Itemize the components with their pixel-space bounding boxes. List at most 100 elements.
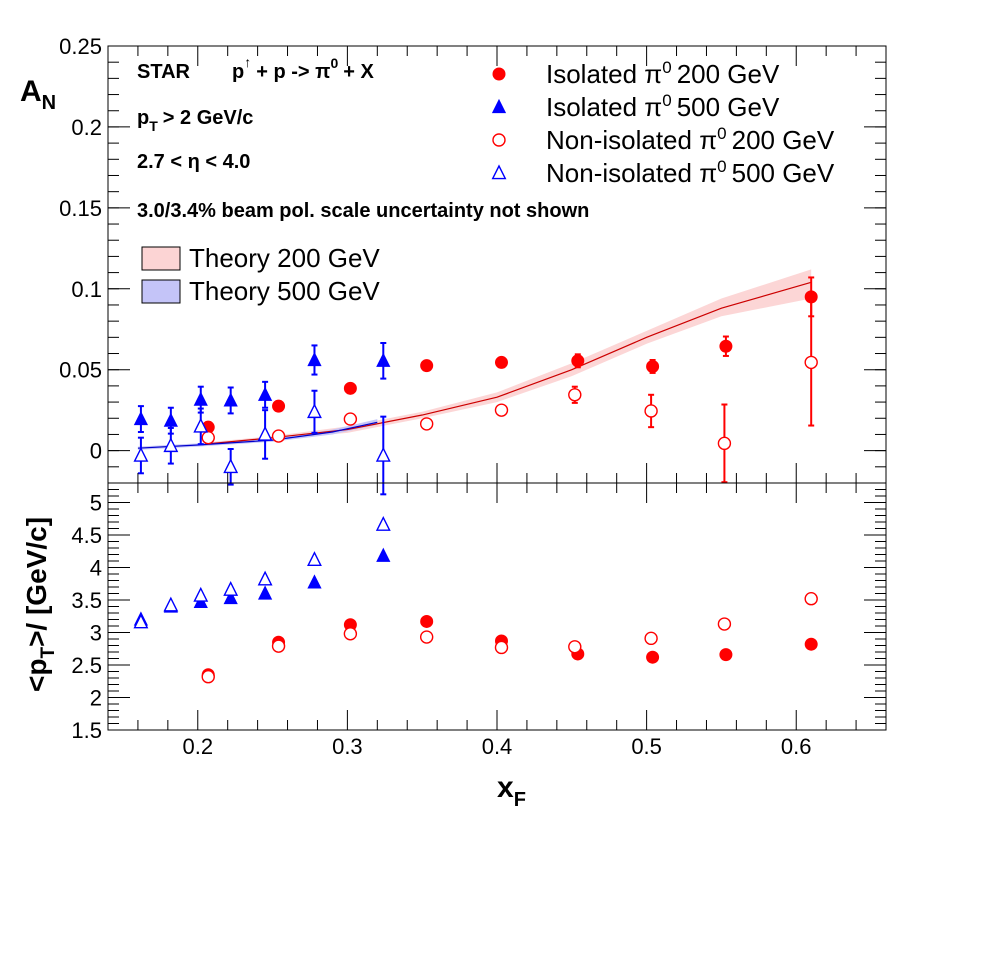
mean-pt-point xyxy=(804,637,818,651)
y-tick-label: 0.2 xyxy=(71,115,102,140)
data-point xyxy=(376,352,391,367)
data-point xyxy=(201,430,215,445)
asymmetry-data-points xyxy=(133,276,818,496)
data-point xyxy=(717,436,732,451)
mean-pt-point xyxy=(804,592,818,606)
mean-pt-point xyxy=(163,596,179,612)
theory-legend-label: Theory 500 GeV xyxy=(189,276,380,306)
x-tick-label: 0.4 xyxy=(482,734,513,759)
data-point xyxy=(494,403,509,417)
legend-label: Isolated π0 200 GeV xyxy=(546,58,780,89)
x-tick-label: 0.5 xyxy=(631,734,662,759)
theory-line xyxy=(137,421,378,449)
legend-label: Isolated π0 500 GeV xyxy=(546,91,780,122)
y-tick-label: 1.5 xyxy=(71,718,102,743)
mean-pt-point xyxy=(133,613,149,629)
legend-marker xyxy=(491,98,507,114)
data-point xyxy=(163,412,178,427)
reaction-label: p↑ + p -> π0 + X xyxy=(232,54,374,83)
legend-label: Non-isolated π0 500 GeV xyxy=(546,157,835,188)
x-axis-label: xF xyxy=(497,771,526,811)
asymmetry-panel: 0 0.05 0.1 0.15 0.2 0.25 AN STAR p↑ + p -> π0 +… xyxy=(20,34,887,496)
mean-pt-point xyxy=(717,617,732,631)
mean-pt-point xyxy=(223,581,239,596)
y-tick-label: 0.15 xyxy=(59,196,102,221)
annotation-block: STAR p↑ + p -> π0 + X pT > 2 GeV/c 2.7 < η … xyxy=(137,54,589,222)
mean-pt-point xyxy=(193,586,209,602)
data-point xyxy=(257,425,273,441)
data-point xyxy=(804,355,818,370)
data-point xyxy=(420,359,434,373)
pt-cut-label: pT > 2 GeV/c xyxy=(137,107,253,134)
mean-pt-point xyxy=(644,631,658,646)
mean-pt-point xyxy=(646,650,660,664)
y-tick-label: 3 xyxy=(90,621,102,646)
y-tick-label: 2 xyxy=(90,686,102,711)
data-point xyxy=(568,388,582,402)
y-tick-label: 0 xyxy=(90,439,102,464)
bottom-y-axis-ticks: 1.5 2 2.5 3 3.5 4 4.5 5 xyxy=(71,482,886,743)
x-tick-label: 0.6 xyxy=(781,734,812,759)
data-point xyxy=(419,417,434,431)
legend-label: Non-isolated π0 200 GeV xyxy=(546,124,835,155)
data-point xyxy=(272,399,286,413)
bottom-y-axis-label: <pT>/ [GeV/c] xyxy=(21,517,59,692)
mean-pt-point xyxy=(271,639,286,653)
mean-pt-point xyxy=(257,570,273,586)
data-point xyxy=(133,410,149,426)
mean-pt-point xyxy=(257,585,273,600)
top-y-axis-label: AN xyxy=(20,75,56,114)
theory-line xyxy=(205,281,812,445)
mean-pt-point xyxy=(376,547,391,562)
data-point xyxy=(494,355,508,369)
polarization-note: 3.0/3.4% beam pol. scale uncertainty not… xyxy=(137,200,589,222)
data-point xyxy=(343,412,358,426)
data-point xyxy=(307,403,322,419)
mean-pt-data-points xyxy=(133,516,818,684)
mean-pt-point xyxy=(719,648,733,662)
mean-pt-point xyxy=(307,551,322,566)
mean-pt-point xyxy=(307,574,322,589)
data-point xyxy=(271,429,286,443)
data-point xyxy=(646,359,660,373)
data-point xyxy=(223,392,238,407)
eta-cut-label: 2.7 < η < 4.0 xyxy=(137,151,250,173)
mean-pt-panel: 1.5 2 2.5 3 3.5 4 4.5 5 0.2 0.3 0.4 0.5 0.6 <pT>/ [… xyxy=(21,482,887,811)
mean-pt-point xyxy=(223,589,238,605)
data-point xyxy=(193,417,209,433)
mean-pt-point xyxy=(343,627,358,641)
legend-marker xyxy=(492,133,506,147)
data-point xyxy=(571,354,585,368)
data-point xyxy=(307,351,322,367)
mean-pt-point xyxy=(375,516,391,531)
y-tick-label: 4 xyxy=(90,556,102,581)
x-tick-label: 0.3 xyxy=(332,734,363,759)
top-x-axis-ticks xyxy=(107,46,887,483)
data-point xyxy=(343,381,357,395)
top-y-axis-ticks: 0 0.05 0.1 0.15 0.2 0.25 xyxy=(59,34,886,484)
star-label: STAR xyxy=(137,61,191,83)
data-point xyxy=(223,458,239,474)
data-point xyxy=(133,446,149,462)
data-point xyxy=(644,404,658,418)
y-tick-label: 2.5 xyxy=(71,653,102,678)
legend-marker xyxy=(492,67,506,81)
mean-pt-point xyxy=(201,670,215,684)
theory-legend-swatch xyxy=(141,246,181,271)
data-point xyxy=(193,391,208,406)
data-point xyxy=(719,339,733,353)
mean-pt-point xyxy=(420,614,434,628)
theory-legend-swatch xyxy=(141,279,181,304)
y-tick-label: 3.5 xyxy=(71,588,102,613)
data-point xyxy=(163,437,179,453)
y-tick-label: 0.25 xyxy=(59,34,102,59)
data-point xyxy=(257,386,273,401)
theory-lines xyxy=(137,281,812,449)
theory-legend-label: Theory 200 GeV xyxy=(189,243,380,273)
mean-pt-point xyxy=(494,640,509,655)
